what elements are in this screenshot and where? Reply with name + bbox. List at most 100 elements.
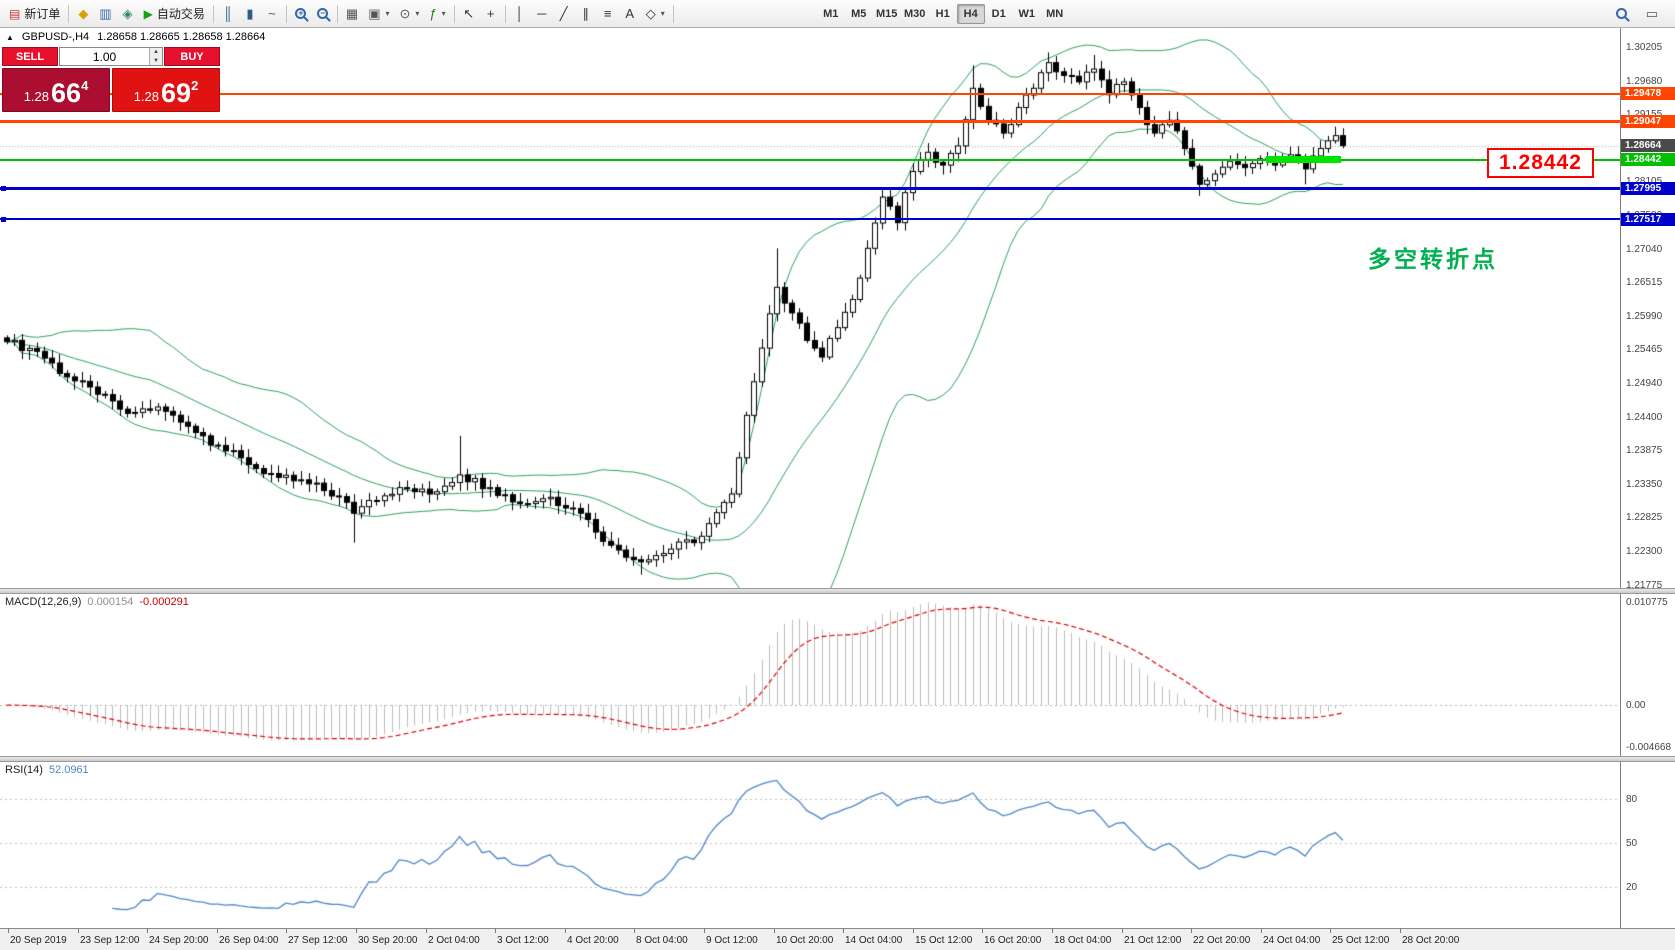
main-chart-window[interactable]: ▲ GBPUSD-,H4 1.28658 1.28665 1.28658 1.2… [0,28,1620,588]
timeframe-toolbar: M1 M5 M15 M30 H1 H4 D1 W1 MN [817,3,1069,24]
buy-price-button[interactable]: 1.28 69 2 [112,68,220,112]
autotrading-button[interactable]: ▶ 自动交易 [139,3,210,25]
equidistant-channel-icon[interactable]: ∥ [575,3,597,25]
lot-spinner[interactable]: ▲ ▼ [149,48,162,65]
strategy-tester-icon: ◈ [122,6,133,21]
zoom-in-icon[interactable]: + [290,3,312,25]
support-line-1[interactable] [0,187,1620,190]
toolbar-left-group: ▤ 新订单 ◆ ▥ ◈ ▶ 自动交易 ║ ▮ ~ + − ▦ ▣ ▾ ⊙ ▾ ƒ ▾ ↖ + │ ─ ╱ ∥ ≡ A ◇ ▾ [4,3,677,25]
sell-button[interactable]: SELL [2,47,58,66]
one-click-trading-panel: SELL 1.00 ▲ ▼ BUY 1.28 66 4 1.28 69 2 [2,47,220,112]
timeframe-h1[interactable]: H1 [935,7,950,20]
timeframe-mn[interactable]: MN [1046,7,1064,20]
line-chart-icon[interactable]: ~ [261,3,283,25]
new-order-icon: ▤ [9,6,21,21]
horizontal-line-icon[interactable]: ─ [531,3,553,25]
price-tick-label: 1.22300 [1626,546,1663,557]
search-icon[interactable] [1611,3,1633,25]
bar-chart-icon[interactable]: ║ [217,3,239,25]
price-scale[interactable]: 1.302051.296801.291551.286301.281051.275… [1620,28,1675,591]
market-watch-icon: ▥ [99,6,112,21]
candlestick-chart-icon[interactable]: ▮ [239,3,261,25]
timeframe-h4[interactable]: H4 [956,3,985,24]
support-line-1-handle[interactable] [1,186,6,191]
time-tick [495,929,496,933]
rsi-canvas[interactable] [0,762,1620,928]
buy-price-prefix: 1.28 [133,89,160,104]
rsi-panel[interactable]: RSI(14) 52.0961 [0,762,1620,928]
cursor-icon[interactable]: ↖ [458,3,480,25]
time-tick [1400,929,1401,933]
chevron-down-icon: ▾ [415,9,420,18]
profiles-icon[interactable]: ⊙ ▾ [395,3,425,25]
lot-spinner-down-icon[interactable]: ▼ [150,56,162,65]
price-tick-label: 1.24400 [1626,411,1663,423]
time-label: 27 Sep 12:00 [288,935,348,946]
rsi-scale[interactable]: 80 50 20 [1620,762,1675,928]
time-label: 30 Sep 20:00 [358,935,418,946]
current-price-tag: 1.28664 [1621,139,1675,152]
text-icon: A [625,6,635,21]
tile-windows-icon[interactable]: ▦ [341,3,363,25]
timeframe-m5[interactable]: M5 [851,7,867,20]
panel-splitter[interactable] [0,588,1675,594]
autotrading-button-label: 自动交易 [156,7,205,21]
time-axis[interactable]: 20 Sep 2019 23 Sep 12:00 24 Sep 20:00 26 Se… [0,928,1675,950]
arrows-icon[interactable]: ◇ ▾ [641,3,670,25]
macd-axis-bottom: -0.004668 [1626,742,1672,753]
price-alert-label[interactable]: 1.28442 [1487,148,1594,178]
market-watch-icon[interactable]: ▥ [94,3,116,25]
one-click-collapse-icon[interactable]: ▲ [6,32,14,42]
chevron-down-icon: ▾ [660,9,665,18]
timeframe-w1[interactable]: W1 [1018,7,1035,20]
macd-panel[interactable]: MACD(12,26,9) 0.000154 -0.000291 [0,594,1620,756]
new-chart-icon[interactable]: ▣ ▾ [363,3,394,25]
new-order-button[interactable]: ▤ 新订单 [4,3,65,25]
timeframe-m1[interactable]: M1 [823,7,839,20]
crosshair-icon[interactable]: + [480,3,502,25]
alerts-icon[interactable]: ◆ [72,3,94,25]
time-label: 15 Oct 12:00 [915,935,973,946]
rsi-value: 52.0961 [48,764,89,776]
resistance-line-1[interactable] [0,93,1620,95]
pivot-line[interactable] [0,159,1620,161]
toolbar-separator [672,4,674,23]
pivot-line-highlight[interactable] [1266,156,1341,163]
time-tick [1261,929,1262,933]
chat-icon[interactable]: ▭ [1641,3,1663,25]
price-chart-canvas[interactable] [0,28,1620,588]
fibonacci-icon[interactable]: ≡ [597,3,619,25]
macd-main-value: 0.000154 [87,596,134,608]
candlestick-chart-icon: ▮ [246,6,254,21]
macd-scale[interactable]: 0.010775 0.00 -0.004668 [1620,594,1675,756]
timeframe-d1[interactable]: D1 [991,7,1006,20]
lot-spinner-up-icon[interactable]: ▲ [150,48,162,57]
macd-canvas[interactable] [0,594,1620,756]
indicators-icon[interactable]: ƒ ▾ [424,3,450,25]
timeframe-m30[interactable]: M30 [904,7,926,20]
time-tick [426,929,427,933]
timeframe-m15[interactable]: M15 [876,7,898,20]
zoom-out-icon[interactable]: − [312,3,334,25]
trendline-icon[interactable]: ╱ [553,3,575,25]
support-line-1-price-tag: 1.27995 [1621,182,1675,195]
sell-price-button[interactable]: 1.28 66 4 [2,68,110,112]
buy-button[interactable]: BUY [164,47,220,66]
resistance-line-2[interactable] [0,120,1620,123]
support-line-2-handle[interactable] [1,217,6,222]
lot-size-value[interactable]: 1.00 [92,49,117,64]
bar-chart-icon: ║ [223,6,233,21]
price-tick-label: 1.30205 [1626,42,1663,53]
vertical-line-icon: │ [515,6,524,21]
support-line-2[interactable] [0,218,1620,220]
vertical-line-icon[interactable]: │ [509,3,531,25]
chevron-down-icon: ▾ [385,9,390,18]
strategy-tester-icon[interactable]: ◈ [117,3,139,25]
lot-size-field[interactable]: 1.00 ▲ ▼ [59,47,163,66]
pivot-line-price-tag: 1.28442 [1621,153,1675,166]
time-tick [565,929,566,933]
rsi-level-label: 20 [1626,882,1638,893]
panel-splitter[interactable] [0,756,1675,762]
text-icon[interactable]: A [619,3,641,25]
